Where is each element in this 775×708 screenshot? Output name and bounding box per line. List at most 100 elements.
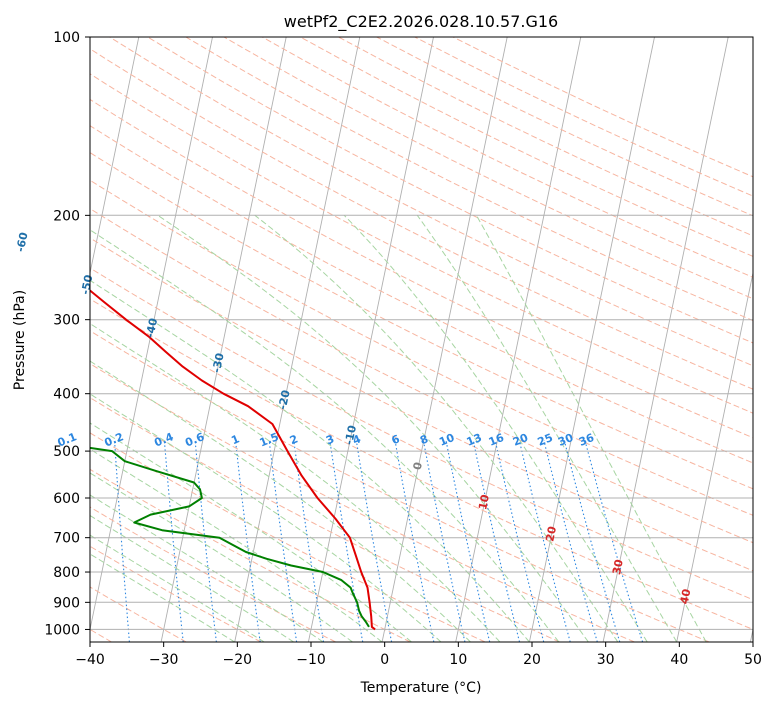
isotherm-label: -20	[276, 389, 293, 411]
mixing-ratio-line	[163, 440, 184, 642]
mixing-ratio-label: 25	[536, 431, 555, 449]
dry-adiabat-line	[90, 98, 753, 439]
mixing-ratio-line	[329, 440, 364, 642]
y-tick-label: 900	[53, 595, 80, 611]
mixing-ratio-label: 13	[465, 431, 484, 449]
mixing-ratio-label: 8	[418, 432, 430, 447]
isotherm-line	[90, 37, 213, 632]
moist-adiabat-line	[90, 393, 442, 642]
temperature-profile-line	[90, 289, 376, 631]
chart-title: wetPf2_C2E2.2026.028.10.57.G16	[284, 12, 558, 32]
isotherm-label: -40	[143, 317, 160, 339]
moist-adiabat-line	[416, 215, 678, 642]
axes: −40 −30 −20 −10 0 10 20 30 40 5010020030040050060…	[44, 30, 762, 668]
mixing-ratio-line	[194, 440, 217, 642]
x-axis-title: Temperature (°C)	[360, 680, 482, 696]
mixing-ratio-line	[445, 440, 491, 642]
y-tick-label: 300	[53, 313, 80, 329]
dry-adiabat-line	[90, 363, 635, 642]
x-tick-label: 30	[597, 652, 615, 668]
x-tick-label: 0	[380, 652, 389, 668]
dry-adiabat-line	[90, 330, 710, 642]
mixing-ratio-label: 16	[487, 431, 506, 449]
isotherm-label: 10	[476, 493, 492, 511]
moist-adiabat-line	[90, 494, 324, 642]
isotherm-label: 20	[543, 525, 559, 543]
isotherm-line	[234, 37, 361, 642]
dry-adiabat-line	[90, 397, 560, 642]
mixing-ratio-line	[494, 440, 545, 642]
mixing-ratio-label: 2	[288, 432, 300, 447]
x-tick-label: 50	[744, 652, 762, 668]
mixing-ratio-label: 30	[556, 431, 575, 449]
mixing-ratio-line	[472, 440, 521, 642]
isotherm-line	[160, 37, 287, 642]
isotherm-line	[90, 37, 140, 276]
y-axis-title: Pressure (hPa)	[12, 290, 28, 390]
x-tick-label: −40	[75, 652, 105, 668]
isotherm-line	[676, 270, 753, 642]
moist-adiabat-line	[90, 229, 560, 642]
isotherm-label: -30	[210, 352, 227, 374]
mixing-ratio-line	[234, 440, 261, 642]
plot-frame	[89, 36, 754, 643]
dry-adiabat-line	[90, 586, 187, 642]
isotherm-line	[602, 37, 729, 642]
isotherm-label: 30	[610, 558, 626, 576]
mixing-ratio-label: 36	[577, 431, 596, 449]
isotherm-line	[381, 37, 508, 642]
y-tick-label: 200	[53, 208, 80, 224]
isotherm-label: -50	[79, 273, 96, 295]
mixing-ratio-line	[518, 440, 571, 642]
y-tick-label: 500	[53, 444, 80, 460]
moist-adiabat-line	[90, 472, 353, 642]
isotherm-label: -10	[342, 424, 359, 446]
moist-adiabat-line	[90, 279, 530, 642]
x-tick-label: 10	[449, 652, 467, 668]
y-tick-label: 1000	[44, 622, 80, 638]
mixing-ratio-line	[422, 440, 466, 642]
isotherm-label: 0	[411, 461, 425, 471]
moist-adiabat-line	[475, 215, 707, 642]
dry-adiabat-line	[90, 179, 753, 516]
y-tick-label: 700	[53, 531, 80, 547]
isotherm-line	[307, 37, 434, 642]
y-tick-label: 100	[53, 30, 80, 46]
y-tick-label: 800	[53, 565, 80, 581]
dry-adiabat-line	[90, 298, 753, 630]
mixing-ratio-label: 10	[437, 431, 456, 449]
x-tick-label: 40	[670, 652, 688, 668]
x-tick-label: 20	[523, 652, 541, 668]
mixing-ratio-label: 1	[229, 432, 241, 447]
dry-adiabat-line	[90, 48, 753, 390]
mixing-ratio-line	[543, 440, 598, 642]
x-tick-label: −30	[149, 652, 179, 668]
dry-adiabat-line	[90, 267, 753, 601]
mixing-ratio-line	[563, 440, 621, 642]
x-tick-label: −10	[296, 652, 326, 668]
background-lines	[90, 37, 753, 642]
mixing-ratio-label: 3	[324, 432, 336, 447]
y-tick-label: 400	[53, 387, 80, 403]
mixing-ratio-line	[293, 440, 325, 642]
isotherm-label: 40	[678, 587, 694, 605]
mixing-ratio-line	[355, 440, 393, 642]
mixing-ratio-label: 20	[511, 431, 530, 449]
sounding-profiles	[90, 289, 376, 631]
isotherm-label: -60	[14, 231, 31, 253]
mixing-ratio-line	[114, 440, 130, 642]
mixing-ratio-line	[584, 440, 644, 642]
moist-adiabat-line	[90, 360, 471, 642]
dry-adiabat-line	[90, 468, 411, 642]
dry-adiabat-line	[185, 37, 753, 322]
moist-adiabat-line	[90, 422, 412, 642]
moist-adiabat-line	[90, 448, 383, 642]
mixing-ratio-line	[394, 440, 435, 642]
dry-adiabat-line	[90, 506, 336, 642]
line-labels: -100-90-80-70-60-50-40-30-20-10010203040…	[14, 231, 694, 606]
y-tick-label: 600	[53, 491, 80, 507]
dewpoint-profile-line	[90, 446, 370, 628]
dry-adiabat-line	[147, 37, 753, 344]
dry-adiabat-line	[90, 152, 753, 490]
